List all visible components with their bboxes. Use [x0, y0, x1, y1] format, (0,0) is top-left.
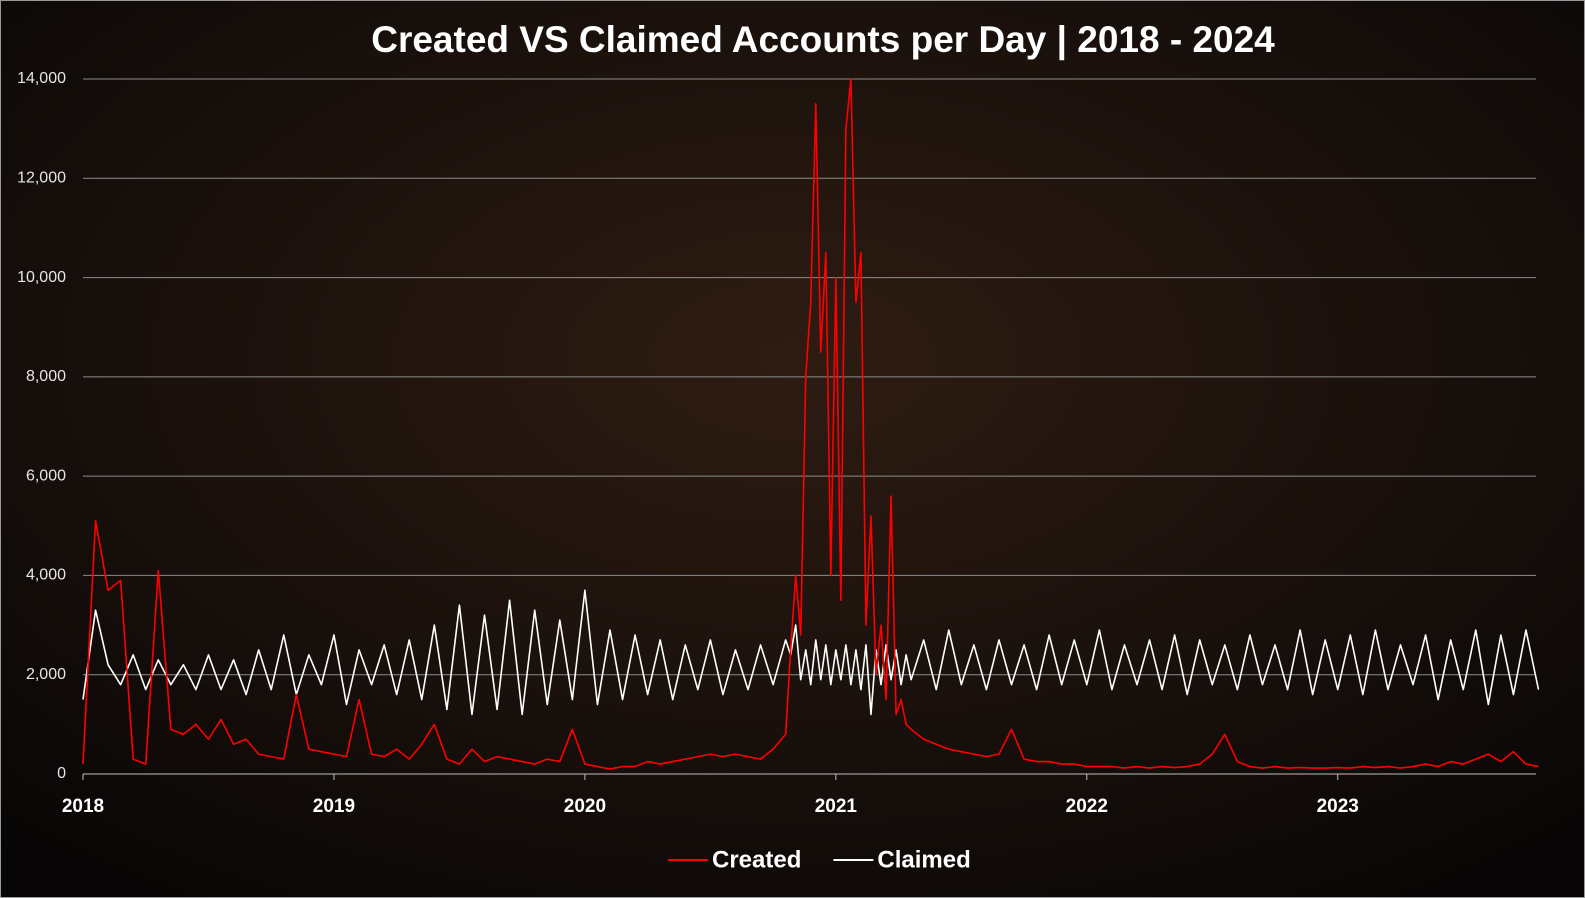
series-line [82, 589, 1540, 716]
x-tick-label: 2022 [1066, 796, 1108, 817]
x-tick-label: 2023 [1317, 796, 1359, 817]
x-tick-label: 2019 [313, 796, 355, 817]
series-line [82, 78, 1539, 770]
x-tick-label: 2020 [564, 796, 606, 817]
legend: Created Claimed [668, 846, 971, 873]
y-tick-label: 2,000 [26, 666, 66, 683]
x-tick-label: 2021 [815, 796, 858, 817]
y-tick-label: 8,000 [26, 368, 66, 385]
x-tick-label: 2018 [62, 796, 104, 817]
legend-label: Created [712, 846, 801, 873]
chart-title: Created VS Claimed Accounts per Day | 20… [371, 19, 1275, 61]
y-tick-label: 6,000 [26, 467, 66, 484]
y-tick-label: 12,000 [17, 170, 66, 187]
legend-label: Claimed [877, 846, 970, 873]
y-tick-label: 4,000 [26, 567, 66, 584]
y-tick-label: 10,000 [17, 269, 66, 286]
y-tick-label: 14,000 [17, 70, 66, 87]
y-tick-label: 0 [57, 765, 66, 782]
